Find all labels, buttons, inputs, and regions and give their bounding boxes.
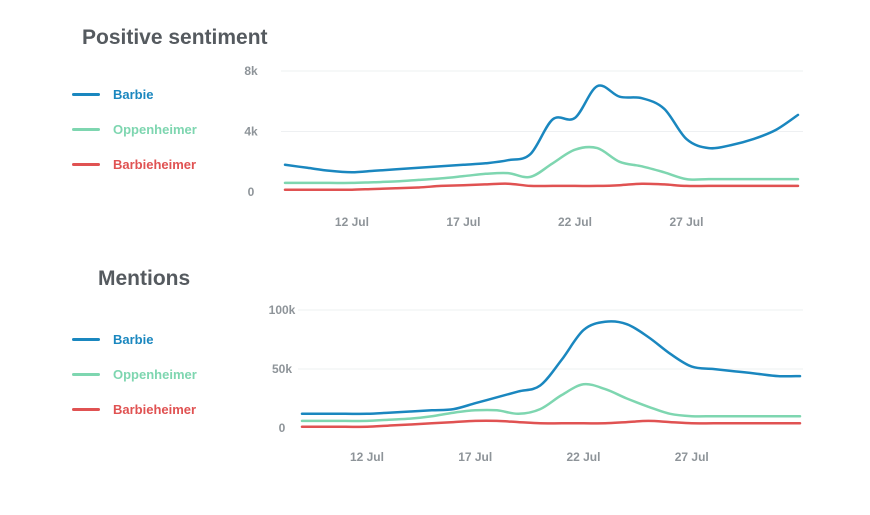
legend-label-barbie: Barbie (113, 331, 154, 347)
y-tick-label: 50k (272, 362, 292, 376)
legend-label-barbieheimer: Barbieheimer (113, 156, 197, 172)
x-tick-label: 17 Jul (458, 450, 492, 464)
legend-item-oppenheimer[interactable]: Oppenheimer (72, 119, 197, 139)
chart-title-sentiment: Positive sentiment (82, 26, 268, 49)
x-tick-label: 17 Jul (446, 215, 480, 229)
y-tick-label: 0 (248, 185, 255, 199)
series-line-barbie[interactable] (283, 84, 800, 174)
x-tick-label: 22 Jul (558, 215, 592, 229)
legend-swatch-barbieheimer (72, 162, 100, 166)
legend-swatch-barbieheimer (72, 407, 100, 411)
legend-item-barbie[interactable]: Barbie (72, 329, 153, 349)
x-tick-label: 12 Jul (350, 450, 384, 464)
legend-swatch-oppenheimer (72, 127, 100, 131)
legend-label-barbie: Barbie (113, 86, 154, 102)
legend-swatch-oppenheimer (72, 372, 100, 376)
x-tick-label: 22 Jul (566, 450, 600, 464)
legend-swatch-barbie (72, 337, 100, 341)
chart-title-mentions: Mentions (98, 267, 191, 290)
y-tick-label: 0 (279, 421, 286, 435)
x-tick-label: 27 Jul (675, 450, 709, 464)
legend-label-barbieheimer: Barbieheimer (113, 401, 197, 417)
legend-label-oppenheimer: Oppenheimer (113, 366, 197, 382)
legend-swatch-barbie (72, 92, 100, 96)
x-tick-label: 27 Jul (669, 215, 703, 229)
series-line-barbieheimer[interactable] (283, 182, 800, 192)
legend-item-barbieheimer[interactable]: Barbieheimer (72, 399, 196, 419)
x-tick-label: 12 Jul (335, 215, 369, 229)
series-line-oppenheimer[interactable] (283, 145, 800, 185)
y-tick-label: 100k (269, 303, 296, 317)
sentiment-line-chart: 0 4k 8k 12 Jul 17 Jul 22 Jul 27 Jul (244, 64, 803, 229)
series-line-oppenheimer[interactable] (300, 382, 802, 423)
series-line-barbieheimer[interactable] (300, 419, 802, 429)
y-tick-label: 8k (244, 64, 258, 78)
legend-item-oppenheimer[interactable]: Oppenheimer (72, 364, 197, 384)
series-line-barbie[interactable] (300, 320, 802, 416)
legend-item-barbie[interactable]: Barbie (72, 84, 153, 104)
legend-item-barbieheimer[interactable]: Barbieheimer (72, 154, 196, 174)
legend-label-oppenheimer: Oppenheimer (113, 121, 197, 137)
mentions-line-chart: 0 50k 100k 12 Jul 17 Jul 22 Jul 27 Jul (269, 303, 803, 464)
y-tick-label: 4k (244, 125, 258, 139)
